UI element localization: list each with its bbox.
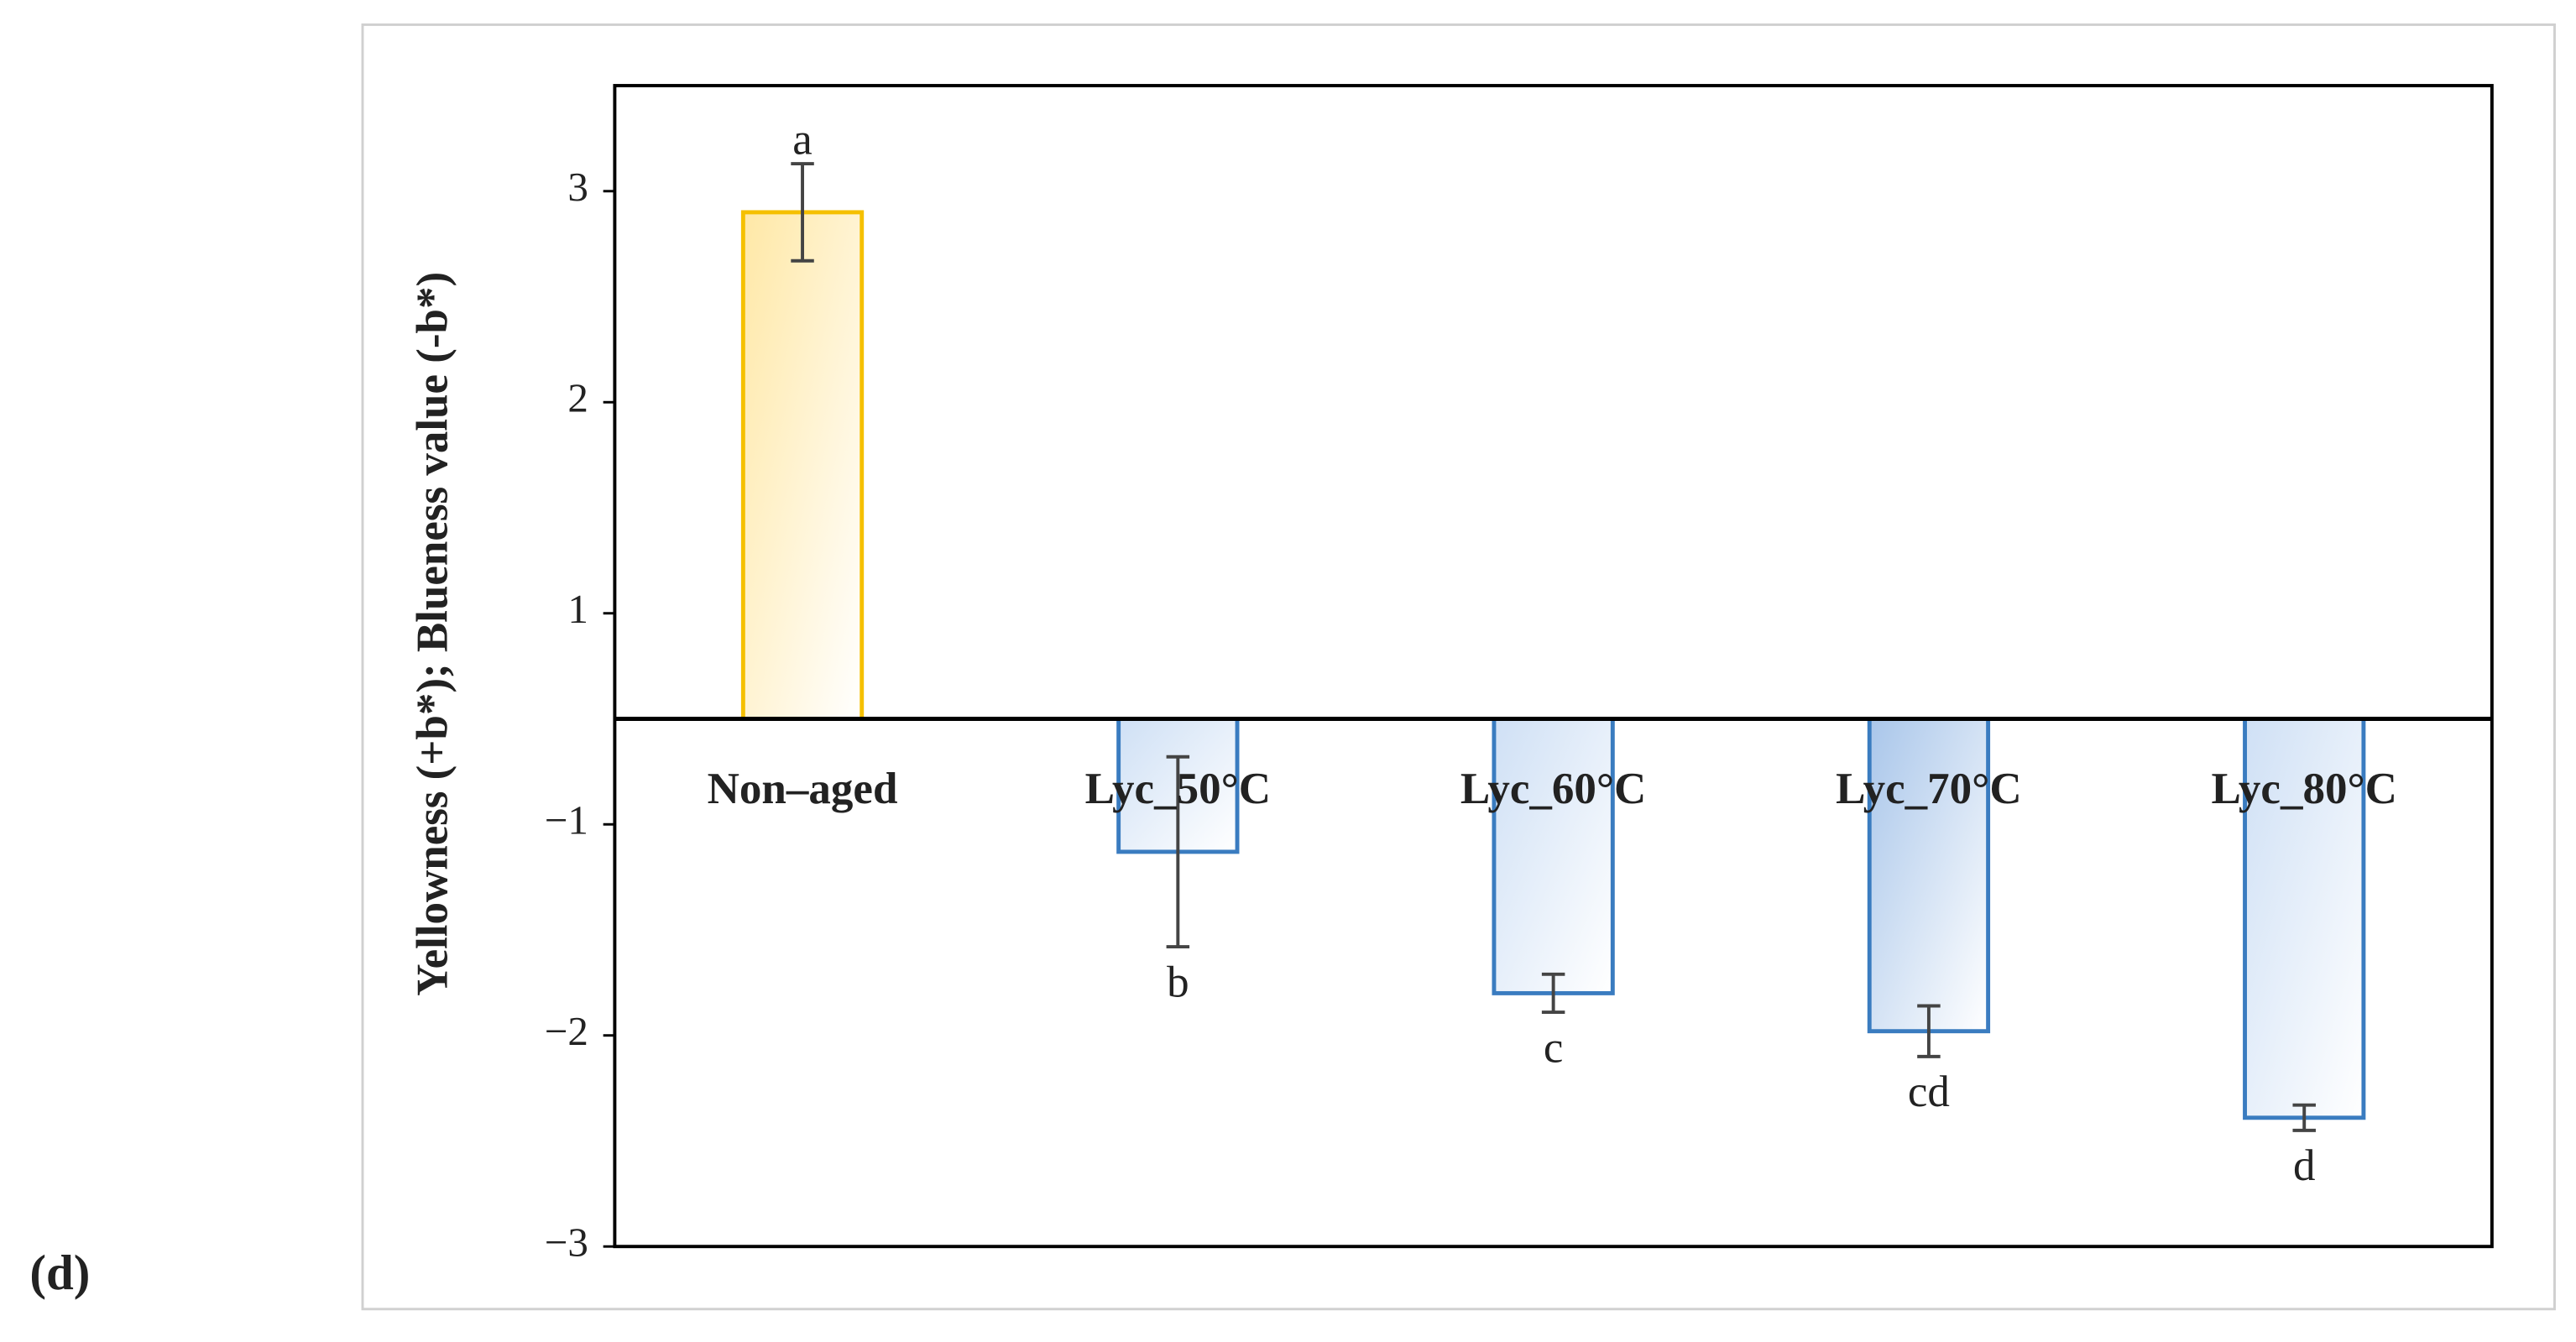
x-tick-label: Lyc_70°C: [1836, 765, 2021, 813]
chart-frame: [361, 23, 2556, 1311]
bar: [1492, 717, 1615, 995]
y-tick-label: −2: [545, 1008, 588, 1054]
significance-letter: d: [2293, 1141, 2316, 1190]
panel-label: (d): [29, 1245, 90, 1300]
significance-letter: c: [1544, 1023, 1564, 1072]
bar: [740, 210, 865, 721]
y-axis-label: Yellowness (+b*); Blueness value (-b*): [408, 272, 457, 996]
significance-letter: a: [792, 116, 813, 164]
significance-letter: cd: [1908, 1068, 1950, 1116]
bar: [2243, 717, 2366, 1120]
y-tick-label: 2: [567, 375, 588, 421]
significance-letter: b: [1167, 958, 1189, 1006]
y-tick-label: −1: [545, 797, 588, 843]
x-tick-label: Lyc_50°C: [1085, 765, 1271, 813]
y-tick-label: 1: [567, 586, 588, 632]
plot-area: [613, 84, 2494, 1249]
y-tick-label: 3: [567, 164, 588, 210]
x-tick-label: Lyc_80°C: [2211, 765, 2396, 813]
x-tick-label: Non–aged: [708, 765, 898, 813]
y-tick-label: −3: [545, 1219, 588, 1265]
x-tick-label: Lyc_60°C: [1460, 765, 1646, 813]
